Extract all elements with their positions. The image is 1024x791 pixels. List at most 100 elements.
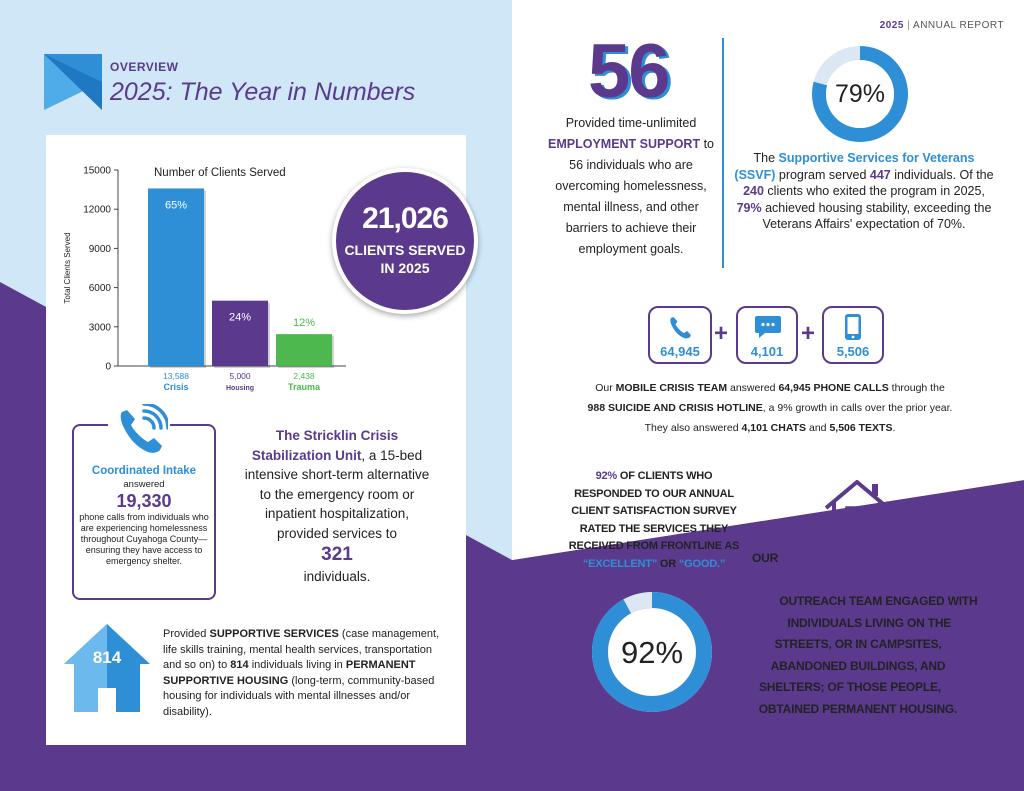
mobile-crisis-line3: They also answered 4,101 CHATS and 5,506… xyxy=(540,418,1000,438)
bar-category-label: Housing xyxy=(226,385,254,392)
clients-served-number: 21,026 xyxy=(362,202,449,235)
mc-l1a: Our xyxy=(595,382,616,394)
mc-l1e: through the xyxy=(888,382,945,394)
bar-category-label: Trauma xyxy=(288,382,321,392)
path-engaged: 190 xyxy=(764,615,785,630)
chart-title: Number of Clients Served xyxy=(154,167,286,179)
bar-percent-label: 24% xyxy=(229,312,251,324)
y-axis-label: Total Clients Served xyxy=(63,232,72,303)
mobile-crisis-line1: Our MOBILE CRISIS TEAM answered 64,945 P… xyxy=(540,378,1000,398)
mc-l1d: 64,945 PHONE CALLS xyxy=(778,382,889,394)
supportive-b3: PERMANENT SUPPORTIVE HOUSING xyxy=(163,659,416,687)
supportive-b2: 814 xyxy=(230,659,249,671)
y-tick-label: 12000 xyxy=(83,205,111,216)
mc-l3b: 4,101 CHATS xyxy=(741,422,807,434)
employment-number: 56 xyxy=(588,29,671,114)
mc-l3e: . xyxy=(892,422,896,434)
satisfaction-or: OR xyxy=(657,557,679,570)
phone-ringing-icon xyxy=(120,404,168,453)
ring-fill xyxy=(592,592,712,712)
mc-l1c: answered xyxy=(727,382,779,394)
ssvf-percent-ring xyxy=(812,46,908,142)
clients-served-chart: Number of Clients Served Total Clients Se… xyxy=(63,166,346,392)
employment-text: Provided time-unlimited EMPLOYMENT SUPPO… xyxy=(548,113,714,260)
bar-trauma xyxy=(276,334,332,366)
chats-tile: 4,101 xyxy=(736,306,798,364)
satisfaction-pct: 92% xyxy=(595,470,618,482)
y-tick-label: 15000 xyxy=(83,166,111,177)
path-p3: INDIVIDUALS LIVING ON THE STREETS, OR IN… xyxy=(758,615,952,695)
report-header: 2025 | ANNUAL REPORT xyxy=(880,20,1004,31)
coordinated-intake-text: phone calls from individuals who are exp… xyxy=(79,512,209,566)
supportive-p4: (long-term, community-based housing for … xyxy=(163,674,435,718)
supportive-text: Provided SUPPORTIVE SERVICES (case manag… xyxy=(163,627,453,720)
supportive-p3: individuals living in xyxy=(248,659,346,671)
path-housed: 48 xyxy=(944,680,958,694)
ssvf-p3: individuals. Of the xyxy=(890,167,994,182)
stricklin-number: 321 xyxy=(321,544,353,565)
stricklin-text2: individuals. xyxy=(303,569,371,584)
plus-sign-2: + xyxy=(801,320,816,347)
ssvf-pct: 79% xyxy=(736,200,762,215)
ring-center xyxy=(608,608,696,696)
supportive-b1: SUPPORTIVE SERVICES xyxy=(209,628,339,640)
texts-count: 5,506 xyxy=(836,344,870,359)
mc-l1b: MOBILE CRISIS TEAM xyxy=(615,382,728,394)
house-icon xyxy=(64,624,150,712)
y-tick-label: 3000 xyxy=(89,322,112,333)
ssvf-served: 447 xyxy=(869,167,891,182)
y-tick-label: 9000 xyxy=(89,244,112,255)
ssvf-p1: The xyxy=(753,151,779,165)
chats-count: 4,101 xyxy=(750,344,784,359)
bar-value-label: 2,438 xyxy=(293,371,315,381)
clients-served-line2: IN 2025 xyxy=(380,260,430,276)
coordinated-intake-title: Coordinated Intake xyxy=(91,465,197,477)
header-divider: | xyxy=(907,20,911,31)
employment-highlight: EMPLOYMENT SUPPORT xyxy=(548,137,701,151)
supportive-number: 814 xyxy=(92,648,122,667)
mobile-icon xyxy=(845,314,861,340)
mc-l2a: 988 SUICIDE AND CRISIS HOTLINE xyxy=(587,402,763,414)
path-name: PROJECTS FOR ASSISTANCE IN TRANSITION FR… xyxy=(738,551,965,608)
vertical-divider xyxy=(722,38,724,268)
house-window-icon xyxy=(824,480,890,542)
bar-crisis xyxy=(148,188,204,366)
bar-category-label: Crisis xyxy=(163,382,188,392)
plus-sign-1: + xyxy=(714,320,729,347)
ssvf-text: The Supportive Services for Veterans (SS… xyxy=(732,150,996,233)
ring-fill xyxy=(812,46,908,142)
supportive-p1: Provided xyxy=(163,628,210,640)
texts-tile: 5,506 xyxy=(822,306,884,364)
ssvf-name: Supportive Services for Veterans (SSVF) xyxy=(734,151,975,182)
bar-housing xyxy=(212,300,268,366)
triangle-icon xyxy=(44,54,102,110)
overview-eyebrow: OVERVIEW xyxy=(110,60,179,74)
ring-center xyxy=(826,60,894,128)
ssvf-ring-label: 79% xyxy=(834,80,886,108)
chat-icon xyxy=(755,316,781,338)
ssvf-exited: 240 xyxy=(743,184,764,198)
bar-value-label: 13,588 xyxy=(163,371,189,381)
mobile-crisis-text: Our MOBILE CRISIS TEAM answered 64,945 P… xyxy=(540,378,1000,438)
path-p1: OUR xyxy=(751,551,782,565)
satisfaction-text: 92% OF CLIENTS WHO RESPONDED TO OUR ANNU… xyxy=(568,468,740,573)
satisfaction-excellent: “EXCELLENT” xyxy=(582,557,658,570)
coordinated-intake-answered: answered xyxy=(123,479,165,490)
employment-p2: to 56 individuals who are overcoming hom… xyxy=(555,137,714,256)
y-tick-label: 0 xyxy=(105,362,111,373)
mc-l3a: They also answered xyxy=(644,422,742,434)
y-tick-label: 6000 xyxy=(89,283,112,294)
bar-percent-label: 12% xyxy=(293,317,315,329)
ssvf-p5: achieved housing stability, exceeding th… xyxy=(761,200,992,232)
path-text: OUR PROJECTS FOR ASSISTANCE IN TRANSITIO… xyxy=(738,548,978,720)
stricklin-text1: , a 15-bed intensive short-term alternat… xyxy=(244,447,430,541)
mobile-crisis-line2: 988 SUICIDE AND CRISIS HOTLINE, a 9% gro… xyxy=(540,398,1000,418)
coordinated-intake-content: Coordinated Intake answered 19,330 phone… xyxy=(76,465,212,567)
satisfaction-t1: OF CLIENTS WHO RESPONDED TO OUR ANNUAL C… xyxy=(568,470,740,552)
path-p2: OUTREACH TEAM ENGAGED WITH xyxy=(776,594,978,608)
clients-served-line1: CLIENTS SERVED xyxy=(344,242,466,258)
satisfaction-good: “GOOD.” xyxy=(678,557,726,570)
satisfaction-percent-ring xyxy=(592,592,712,712)
stricklin-title: The Stricklin Crisis Stabilization Unit xyxy=(251,428,399,463)
stricklin-block: The Stricklin Crisis Stabilization Unit,… xyxy=(242,426,432,587)
